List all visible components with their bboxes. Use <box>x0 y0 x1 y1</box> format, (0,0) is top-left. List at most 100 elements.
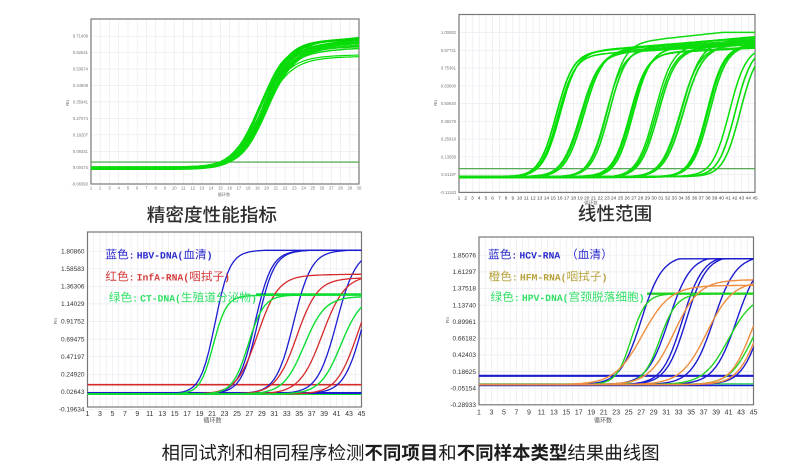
svg-text:0.44808: 0.44808 <box>73 83 89 88</box>
svg-text:1: 1 <box>86 411 90 418</box>
svg-text:24: 24 <box>301 186 306 191</box>
svg-text:26: 26 <box>625 195 631 201</box>
svg-text:0.27074: 0.27074 <box>73 116 89 121</box>
svg-text:9: 9 <box>164 186 167 191</box>
svg-text:12: 12 <box>190 186 195 191</box>
svg-text:30: 30 <box>651 195 657 201</box>
svg-text:21: 21 <box>208 411 216 418</box>
svg-text:17: 17 <box>564 195 570 201</box>
svg-text:3: 3 <box>98 411 102 418</box>
svg-text:29: 29 <box>650 409 658 416</box>
svg-text:1: 1 <box>90 186 93 191</box>
svg-text:1.80860: 1.80860 <box>61 248 85 255</box>
svg-text:22: 22 <box>283 186 288 191</box>
svg-text:1.14029: 1.14029 <box>61 301 85 308</box>
svg-text:35: 35 <box>687 409 695 416</box>
svg-text:5: 5 <box>502 409 506 416</box>
svg-text:0.13558: 0.13558 <box>441 154 457 159</box>
svg-text:循环数: 循环数 <box>203 417 221 425</box>
svg-text:11: 11 <box>146 411 153 418</box>
svg-text:27: 27 <box>631 195 637 201</box>
svg-text:Rn: Rn <box>53 318 59 324</box>
svg-text:0.01197: 0.01197 <box>441 172 456 177</box>
svg-text:17: 17 <box>237 186 242 191</box>
svg-text:35: 35 <box>295 411 303 418</box>
svg-text:0.38279: 0.38279 <box>441 119 457 124</box>
svg-text:-0.08393: -0.08393 <box>71 182 88 187</box>
svg-text:13: 13 <box>158 411 166 418</box>
svg-text:8: 8 <box>155 186 158 191</box>
svg-text:9: 9 <box>135 411 139 418</box>
svg-text:27: 27 <box>329 186 334 191</box>
svg-text:-0.28933: -0.28933 <box>450 402 476 409</box>
svg-text:16: 16 <box>557 195 563 201</box>
svg-text:39: 39 <box>712 195 718 201</box>
svg-text:45: 45 <box>358 411 366 418</box>
svg-text:0.09341: 0.09341 <box>73 149 89 154</box>
svg-text:1.37518: 1.37518 <box>453 286 477 293</box>
svg-text:22: 22 <box>598 195 604 201</box>
svg-text:32: 32 <box>665 195 671 201</box>
svg-text:25: 25 <box>625 409 633 416</box>
svg-text:0.18207: 0.18207 <box>73 132 89 137</box>
svg-text:33: 33 <box>675 409 683 416</box>
svg-text:1.36306: 1.36306 <box>61 284 85 291</box>
svg-text:0.18625: 0.18625 <box>453 369 477 376</box>
svg-text:0.53674: 0.53674 <box>73 67 89 72</box>
svg-text:0.62541: 0.62541 <box>73 50 89 55</box>
svg-text:5: 5 <box>127 186 130 191</box>
svg-text:33: 33 <box>283 411 291 418</box>
svg-text:42: 42 <box>732 195 738 201</box>
svg-text:37: 37 <box>699 195 705 201</box>
svg-text:34: 34 <box>678 195 684 201</box>
svg-text:2: 2 <box>464 195 467 201</box>
svg-text:7: 7 <box>145 186 148 191</box>
svg-text:7: 7 <box>123 411 127 418</box>
svg-text:43: 43 <box>737 409 745 416</box>
svg-text:0.47197: 0.47197 <box>61 354 85 361</box>
svg-text:12: 12 <box>530 195 536 201</box>
svg-text:3: 3 <box>108 186 111 191</box>
svg-text:43: 43 <box>345 411 353 418</box>
svg-text:23: 23 <box>221 411 229 418</box>
svg-text:41: 41 <box>725 409 733 416</box>
svg-text:18: 18 <box>571 195 577 201</box>
svg-text:0.91752: 0.91752 <box>61 319 85 326</box>
svg-text:20: 20 <box>584 195 590 201</box>
svg-text:43: 43 <box>739 195 745 201</box>
svg-text:37: 37 <box>700 409 708 416</box>
svg-text:1: 1 <box>477 409 481 416</box>
svg-text:31: 31 <box>662 409 670 416</box>
svg-text:19: 19 <box>255 186 260 191</box>
svg-text:39: 39 <box>320 411 328 418</box>
svg-text:17: 17 <box>183 411 191 418</box>
svg-text:38: 38 <box>705 195 711 201</box>
svg-text:1.13740: 1.13740 <box>453 302 477 309</box>
svg-text:25: 25 <box>618 195 624 201</box>
svg-text:0.02643: 0.02643 <box>61 389 85 396</box>
svg-text:9: 9 <box>527 409 531 416</box>
svg-text:0.63000: 0.63000 <box>441 83 457 88</box>
svg-text:1.00082: 1.00082 <box>441 30 457 35</box>
svg-text:0.87721: 0.87721 <box>441 48 457 53</box>
svg-text:0.89961: 0.89961 <box>453 319 477 326</box>
svg-text:33: 33 <box>672 195 678 201</box>
svg-text:6: 6 <box>491 195 494 201</box>
svg-text:2: 2 <box>99 186 102 191</box>
svg-text:0.71408: 0.71408 <box>73 34 89 39</box>
svg-text:45: 45 <box>750 409 758 416</box>
svg-text:0.75361: 0.75361 <box>441 66 457 71</box>
svg-text:Rn: Rn <box>445 317 451 323</box>
svg-text:25: 25 <box>233 411 241 418</box>
svg-text:15: 15 <box>562 409 570 416</box>
svg-text:9: 9 <box>511 195 514 201</box>
svg-text:7: 7 <box>514 409 518 416</box>
svg-text:20: 20 <box>264 186 269 191</box>
svg-text:16: 16 <box>227 186 232 191</box>
svg-text:Rn: Rn <box>433 100 438 106</box>
svg-text:14: 14 <box>209 186 214 191</box>
svg-text:0.42403: 0.42403 <box>453 352 477 359</box>
svg-text:41: 41 <box>333 411 341 418</box>
svg-text:-0.05154: -0.05154 <box>450 385 476 392</box>
svg-text:3: 3 <box>490 409 494 416</box>
